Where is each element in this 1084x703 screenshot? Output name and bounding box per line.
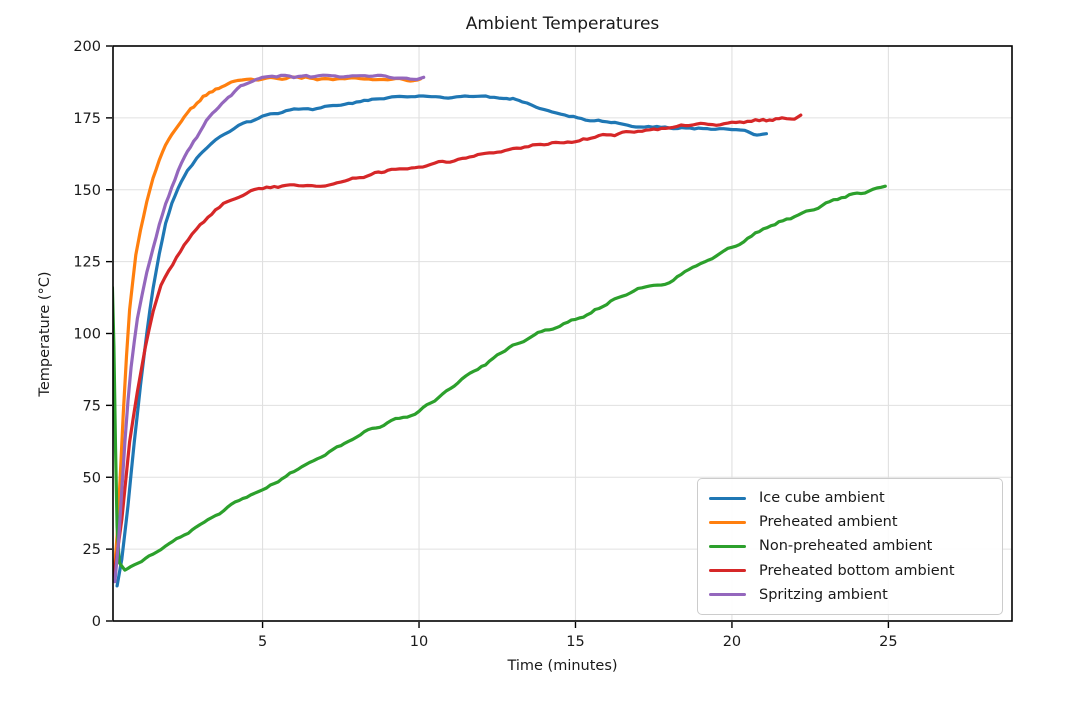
x-axis-label: Time (minutes): [507, 658, 618, 674]
x-tick-label: 10: [410, 634, 428, 650]
y-tick-label: 125: [73, 255, 101, 271]
legend-line-sample: [709, 544, 746, 549]
legend-item: Non-preheated ambient: [698, 535, 1002, 557]
series-line-ice-cube-ambient: [115, 94, 769, 588]
y-tick-label: 25: [83, 542, 101, 558]
legend-line-sample: [709, 569, 746, 573]
y-tick-label: 100: [73, 327, 101, 343]
y-tick-label: 75: [83, 398, 101, 414]
axis-ticks: 5 10 15 20 25 0 25 50 75 100 125 150 175 200: [73, 39, 897, 650]
series-line-spritzing-ambient: [113, 73, 426, 584]
y-tick-label: 175: [73, 111, 101, 127]
legend-label: Spritzing ambient: [759, 586, 888, 603]
legend-label: Preheated ambient: [759, 514, 898, 531]
y-tick-label: 0: [92, 614, 101, 630]
series-line-preheated-bottom-ambient: [113, 113, 803, 578]
series-line-non-preheated-ambient: [113, 184, 887, 572]
legend: Ice cube ambient Preheated ambient Non-p…: [697, 478, 1003, 615]
y-axis-label: Temperature (°C): [37, 271, 53, 397]
x-tick-label: 25: [879, 634, 897, 650]
legend-item: Preheated ambient: [698, 511, 1002, 533]
x-tick-label: 15: [566, 634, 584, 650]
legend-item: Spritzing ambient: [698, 584, 1002, 606]
x-tick-label: 5: [258, 634, 267, 650]
legend-item: Preheated bottom ambient: [698, 560, 1002, 582]
legend-item: Ice cube ambient: [698, 487, 1002, 509]
x-tick-label: 20: [723, 634, 741, 650]
legend-line-sample: [709, 496, 746, 500]
chart-title: Ambient Temperatures: [465, 14, 660, 34]
y-tick-label: 150: [73, 183, 101, 199]
legend-label: Non-preheated ambient: [759, 538, 933, 555]
legend-line-sample: [709, 593, 746, 597]
y-tick-label: 50: [83, 470, 101, 486]
axes-border: [112, 45, 1013, 622]
series-line-preheated-ambient: [113, 75, 423, 579]
legend-label: Ice cube ambient: [759, 490, 885, 507]
series-lines: [113, 73, 887, 588]
legend-line-sample: [709, 520, 746, 524]
y-tick-label: 200: [73, 39, 101, 55]
legend-label: Preheated bottom ambient: [759, 562, 955, 579]
